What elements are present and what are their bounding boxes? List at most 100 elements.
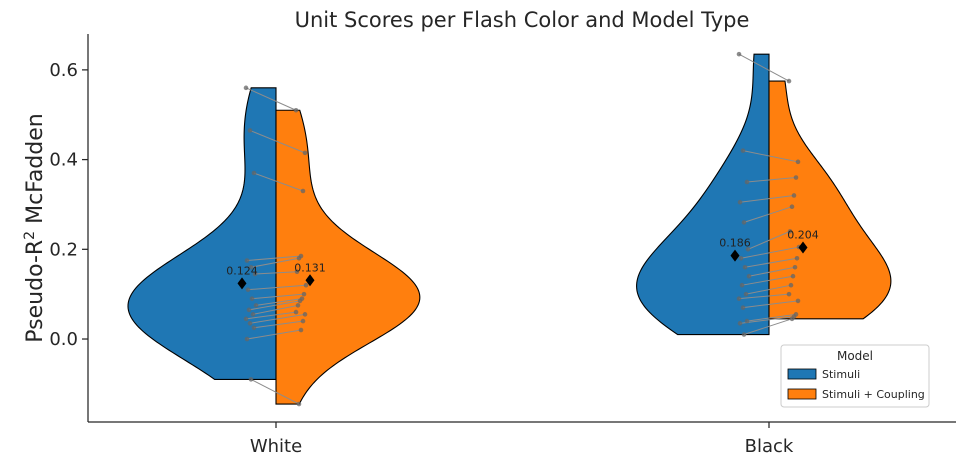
point-stimuli (742, 264, 748, 270)
point-stimuli (247, 128, 253, 133)
pair-line (253, 172, 304, 192)
point-stimuli (739, 282, 745, 288)
mean-marker-black-stimuli-coupling (798, 241, 808, 254)
point-stimuli (246, 307, 252, 313)
point-stimuli (737, 321, 743, 326)
pair-line (252, 304, 299, 315)
pair-line (245, 311, 297, 320)
point-stimuli (247, 321, 253, 326)
mean-marker-black-stimuli (730, 249, 740, 262)
y-tick-label: 0.0 (49, 329, 78, 350)
mean-label: 0.204 (787, 229, 819, 242)
point-stimuli-coupling (786, 291, 792, 297)
y-tick-label: 0.6 (49, 60, 78, 81)
point-stimuli (746, 273, 752, 279)
legend-swatch-stimuli-coupling (787, 388, 817, 400)
pair-line (746, 177, 797, 183)
pair-line (249, 129, 306, 154)
pair-line (249, 313, 306, 324)
pair-line (744, 257, 798, 268)
point-stimuli-coupling (295, 303, 301, 308)
pair-line (250, 257, 300, 268)
pair-line (740, 246, 800, 259)
pair-line (746, 313, 797, 322)
point-stimuli-coupling (298, 327, 304, 333)
pair-line (255, 298, 303, 306)
mean-marker-white-stimuli-coupling (305, 274, 315, 287)
pair-line (743, 206, 793, 223)
point-stimuli (737, 199, 743, 205)
y-tick-label: 0.2 (49, 239, 78, 260)
point-stimuli-coupling (791, 193, 797, 198)
violin-black-stimuli-coupling (768, 80, 892, 320)
point-stimuli (743, 291, 749, 297)
x-ticks: White Black (250, 422, 794, 457)
pair-line (253, 320, 304, 329)
point-stimuli (736, 51, 742, 57)
pair-line (748, 266, 796, 277)
violin-black-stimuli (636, 53, 770, 336)
point-stimuli (248, 377, 254, 382)
point-stimuli-coupling (297, 298, 303, 304)
x-tick-label: Black (745, 436, 794, 457)
pair-line (742, 300, 799, 309)
point-stimuli (243, 316, 249, 322)
y-ticks: 0.0 0.2 0.4 0.6 (49, 60, 88, 350)
mean-markers: 0.124 0.131 0.186 0.204 (226, 229, 819, 290)
point-stimuli (245, 287, 251, 292)
legend-swatch-stimuli (787, 368, 817, 380)
point-stimuli (741, 220, 747, 225)
point-stimuli (253, 303, 259, 308)
pair-line (251, 293, 305, 300)
point-stimuli (740, 148, 746, 153)
point-stimuli (744, 318, 750, 324)
mean-marker-white-stimuli (237, 277, 247, 290)
pair-line (246, 329, 302, 340)
point-stimuli-coupling (302, 312, 308, 317)
point-stimuli (745, 247, 751, 252)
pair-line (247, 284, 307, 291)
point-stimuli-coupling (293, 107, 299, 113)
pair-line (250, 378, 300, 405)
point-stimuli (244, 258, 250, 263)
y-tick-label: 0.4 (49, 150, 78, 171)
pair-line (745, 284, 792, 295)
point-stimuli-coupling (293, 309, 299, 315)
pair-line (738, 53, 790, 82)
point-stimuli-coupling (300, 318, 306, 324)
point-stimuli-coupling (790, 273, 796, 279)
pair-line (739, 194, 795, 203)
point-stimuli-coupling (792, 264, 798, 270)
point-stimuli (744, 179, 750, 185)
mean-label: 0.186 (719, 237, 751, 250)
point-stimuli (243, 85, 249, 91)
legend-frame (780, 344, 930, 408)
legend-title: Model (837, 349, 873, 363)
point-stimuli-coupling (789, 316, 795, 322)
pair-line (245, 87, 297, 111)
point-stimuli (736, 296, 742, 301)
pair-line (742, 150, 799, 163)
legend-label-stimuli: Stimuli (822, 368, 860, 381)
point-stimuli-coupling (294, 269, 300, 275)
point-stimuli-coupling (786, 78, 792, 84)
x-tick-label: White (250, 436, 302, 457)
point-stimuli (244, 336, 250, 342)
point-stimuli (249, 296, 255, 301)
point-stimuli (248, 264, 254, 270)
point-stimuli (738, 255, 744, 261)
violin-white-stimuli (127, 87, 277, 380)
point-stimuli-coupling (794, 255, 800, 261)
point-stimuli (251, 325, 257, 331)
y-axis-label: Pseudo-R2 McFadden (22, 113, 48, 342)
point-stimuli-coupling (300, 188, 306, 194)
point-stimuli (252, 271, 258, 277)
point-stimuli (741, 332, 747, 337)
pair-line (747, 230, 791, 250)
point-stimuli (740, 305, 746, 310)
point-stimuli-coupling (296, 401, 302, 407)
violin-white-stimuli-coupling (275, 109, 421, 405)
point-stimuli (251, 170, 257, 176)
mean-label: 0.131 (294, 261, 326, 274)
